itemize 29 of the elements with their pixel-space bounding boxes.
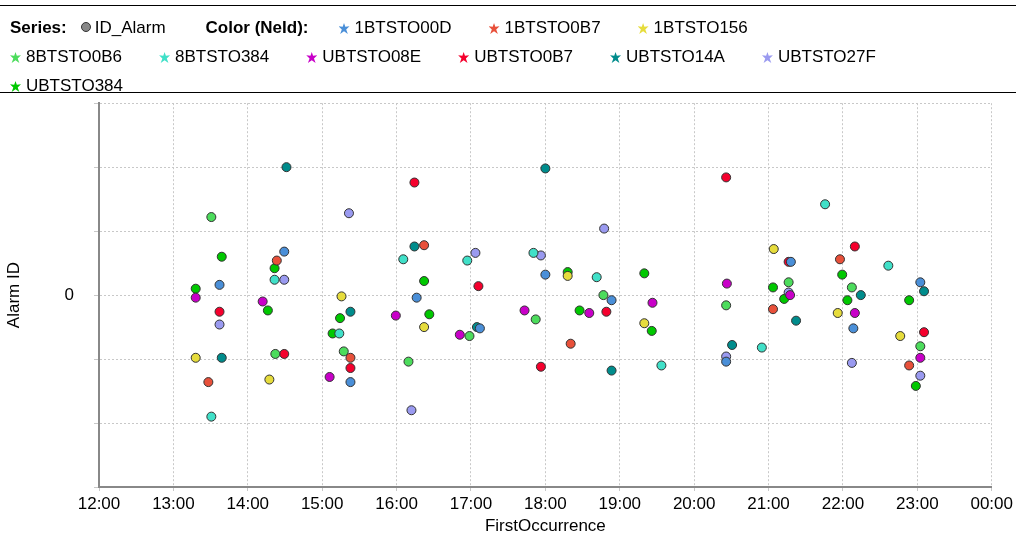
text: Series:	[10, 18, 67, 37]
x-tick-label: 21:00	[747, 493, 790, 513]
legend-label: 1BTSTO0B7	[503, 17, 601, 39]
y-axis-title: Alarm ID	[3, 262, 23, 329]
x-tick-label: 19:00	[598, 493, 642, 513]
legend-title: Color (NeId):	[205, 18, 309, 37]
x-tick-label: 12:00	[77, 493, 121, 513]
x-axis-title: FirstOccurrence	[484, 516, 606, 536]
legend-label: 8BTSTO0B6	[25, 46, 123, 68]
legend-label: UBTSTO14A	[625, 46, 725, 68]
text: 0	[64, 284, 74, 304]
x-tick-label: 16:00	[375, 493, 418, 513]
legend-label: UBTSTO0B7	[473, 46, 574, 68]
text: ID_Alarm	[93, 17, 166, 39]
legend-label: 1BTSTO00D	[353, 17, 452, 39]
x-tick-label: 13:00	[152, 493, 195, 513]
x-tick-label: 20:00	[672, 493, 716, 513]
x-tick-label: 18:00	[524, 493, 567, 513]
legend-label: 8BTSTO384	[174, 46, 270, 68]
x-tick-label: 22:00	[821, 493, 865, 513]
x-tick-label: 14:00	[226, 493, 270, 513]
x-tick-label: 23:00	[896, 493, 939, 513]
legend-label: UBTSTO27F	[776, 46, 876, 68]
legend-label: 1BTSTO156	[652, 17, 748, 39]
x-tick-label: 00:00	[970, 493, 1013, 513]
x-tick-label: 17:00	[449, 493, 493, 513]
legend-label: UBTSTO08E	[321, 46, 422, 68]
x-tick-label: 15:00	[300, 493, 344, 513]
legend-label: UBTSTO384	[25, 75, 124, 97]
